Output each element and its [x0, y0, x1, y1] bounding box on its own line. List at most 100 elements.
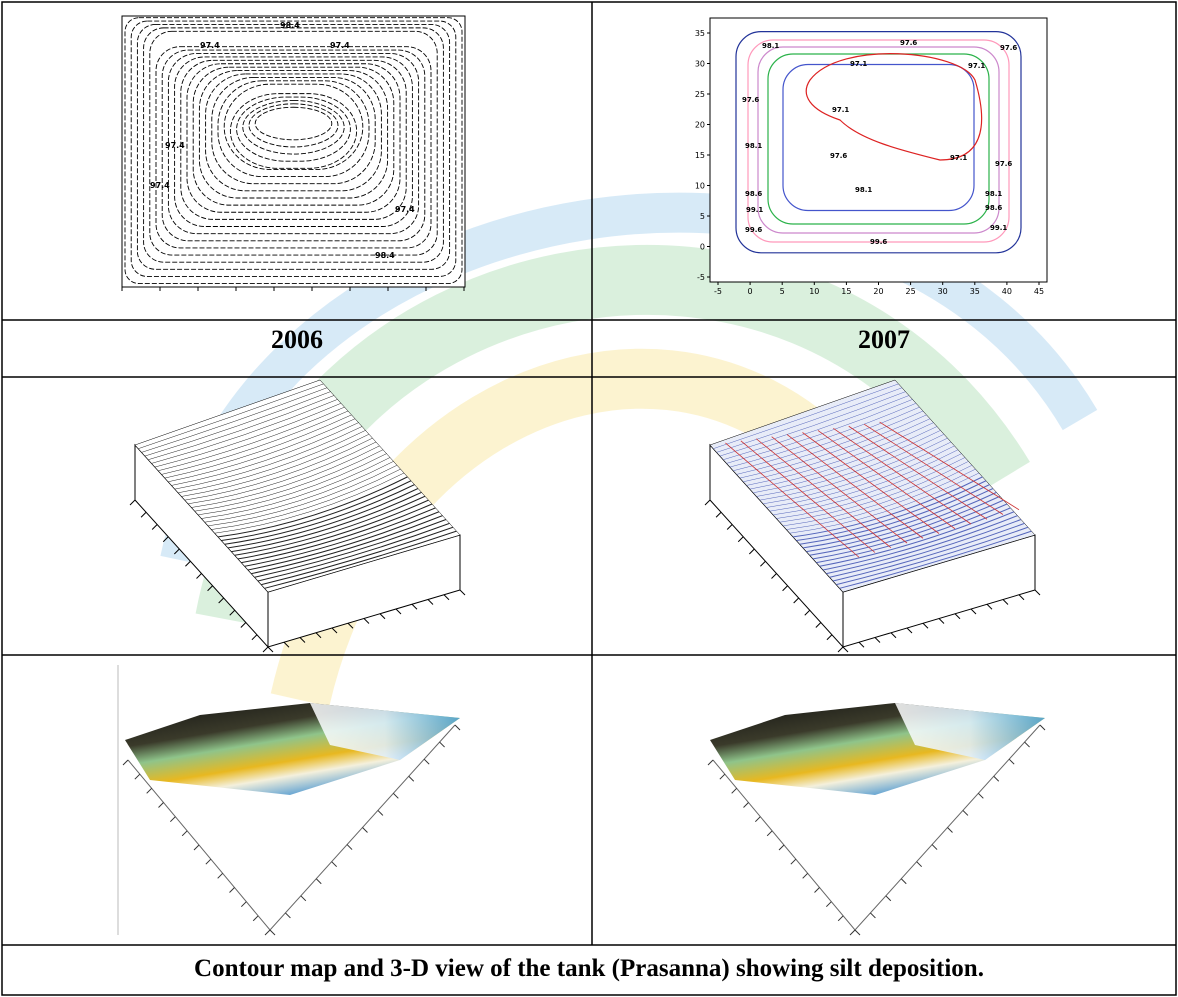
axis-tick	[779, 845, 784, 850]
axis-tick	[994, 776, 999, 781]
page: 97.497.497.497.498.497.498.4-50510152025…	[0, 0, 1178, 997]
contour-label: 97.4	[395, 205, 415, 214]
axis-tick	[396, 609, 401, 614]
axis-tick	[875, 638, 880, 643]
axis-tick	[270, 930, 275, 935]
axis-tick	[253, 916, 258, 921]
axis-tick	[182, 831, 187, 836]
axis-tick	[152, 525, 157, 530]
x-tick-label: 20	[873, 287, 883, 296]
axis-tick	[816, 623, 821, 628]
axis-tick	[185, 561, 190, 566]
axis-tick	[891, 633, 896, 638]
axis-tick	[1040, 725, 1045, 730]
axis-tick	[901, 879, 906, 884]
axis-tick	[932, 845, 937, 850]
contour-label: 97.1	[832, 106, 849, 114]
y-tick-label: 5	[700, 212, 705, 221]
x-tick-label: 35	[970, 287, 980, 296]
axis-tick	[285, 913, 290, 918]
axis-tick	[197, 574, 202, 579]
y-tick-label: 25	[695, 90, 705, 99]
axis-tick	[803, 873, 808, 878]
axis-tick	[1003, 600, 1008, 605]
contour-label: 98.4	[375, 251, 395, 260]
axis-tick	[316, 879, 321, 884]
contour-label: 97.4	[330, 41, 350, 50]
y-tick-label: 35	[695, 29, 705, 38]
axis-tick	[791, 859, 796, 864]
axis-tick	[738, 537, 743, 542]
axis-tick	[363, 828, 368, 833]
axis-tick	[744, 803, 749, 808]
axis-tick	[424, 759, 429, 764]
axis-tick	[123, 760, 128, 765]
contour-label: 97.1	[968, 62, 985, 70]
axis-tick	[1025, 742, 1030, 747]
axis-tick	[850, 930, 855, 935]
contour-label: 97.4	[150, 181, 170, 190]
axis-tick	[428, 600, 433, 605]
axis-tick	[755, 817, 760, 822]
contour-label: 99.1	[746, 206, 763, 214]
axis-tick	[409, 776, 414, 781]
y-tick-label: 15	[695, 151, 705, 160]
axis-tick	[218, 873, 223, 878]
year-label: 2006	[2, 325, 592, 355]
y-tick-label: 10	[695, 182, 705, 191]
axis-tick	[843, 647, 848, 652]
contour-label: 97.6	[900, 39, 917, 47]
axis-tick	[1019, 595, 1024, 600]
axis-tick	[455, 725, 460, 730]
axis-tick	[855, 930, 860, 935]
axis-tick	[716, 512, 721, 517]
axis-tick	[241, 902, 246, 907]
axis-tick	[412, 604, 417, 609]
figure-art: 97.497.497.497.498.497.498.4-50510152025…	[0, 0, 1178, 997]
axis-tick	[794, 598, 799, 603]
contour-label: 97.1	[850, 60, 867, 68]
axis-tick	[838, 916, 843, 921]
axis-tick	[805, 610, 810, 615]
contour-label: 99.6	[870, 238, 887, 246]
axis-tick	[708, 760, 713, 765]
axis-tick	[705, 500, 710, 505]
year-label: 2007	[592, 325, 1176, 355]
x-tick-label: 0	[748, 287, 753, 296]
axis-tick	[265, 930, 270, 935]
contour-label: 97.1	[950, 154, 967, 162]
axis-tick	[241, 623, 246, 628]
contour-label: 98.6	[985, 204, 1002, 212]
contour-label: 98.6	[745, 190, 762, 198]
axis-tick	[380, 614, 385, 619]
contour-label: 97.6	[742, 96, 759, 104]
axis-tick	[727, 525, 732, 530]
axis-tick	[141, 512, 146, 517]
axis-tick	[263, 647, 268, 652]
x-tick-label: 30	[938, 287, 948, 296]
contour-label: 99.6	[745, 226, 762, 234]
axis-tick	[1035, 590, 1040, 595]
y-tick-label: 30	[695, 60, 705, 69]
axis-tick	[732, 788, 737, 793]
contour-label: 98.4	[280, 21, 300, 30]
axis-tick	[772, 574, 777, 579]
axis-tick	[347, 845, 352, 850]
axis-tick	[1009, 759, 1014, 764]
axis-tick	[332, 862, 337, 867]
axis-tick	[130, 500, 135, 505]
axis-tick	[859, 642, 864, 647]
axis-tick	[939, 619, 944, 624]
axis-tick	[783, 586, 788, 591]
axis-tick	[971, 609, 976, 614]
axis-tick	[230, 888, 235, 893]
contour-label: 97.6	[830, 152, 847, 160]
x-tick-label: -5	[714, 287, 722, 296]
axis-tick	[963, 810, 968, 815]
axis-tick	[923, 623, 928, 628]
axis-tick	[886, 896, 891, 901]
axis-tick	[826, 902, 831, 907]
axis-tick	[170, 817, 175, 822]
axis-tick	[749, 549, 754, 554]
contour-label: 97.6	[995, 160, 1012, 168]
